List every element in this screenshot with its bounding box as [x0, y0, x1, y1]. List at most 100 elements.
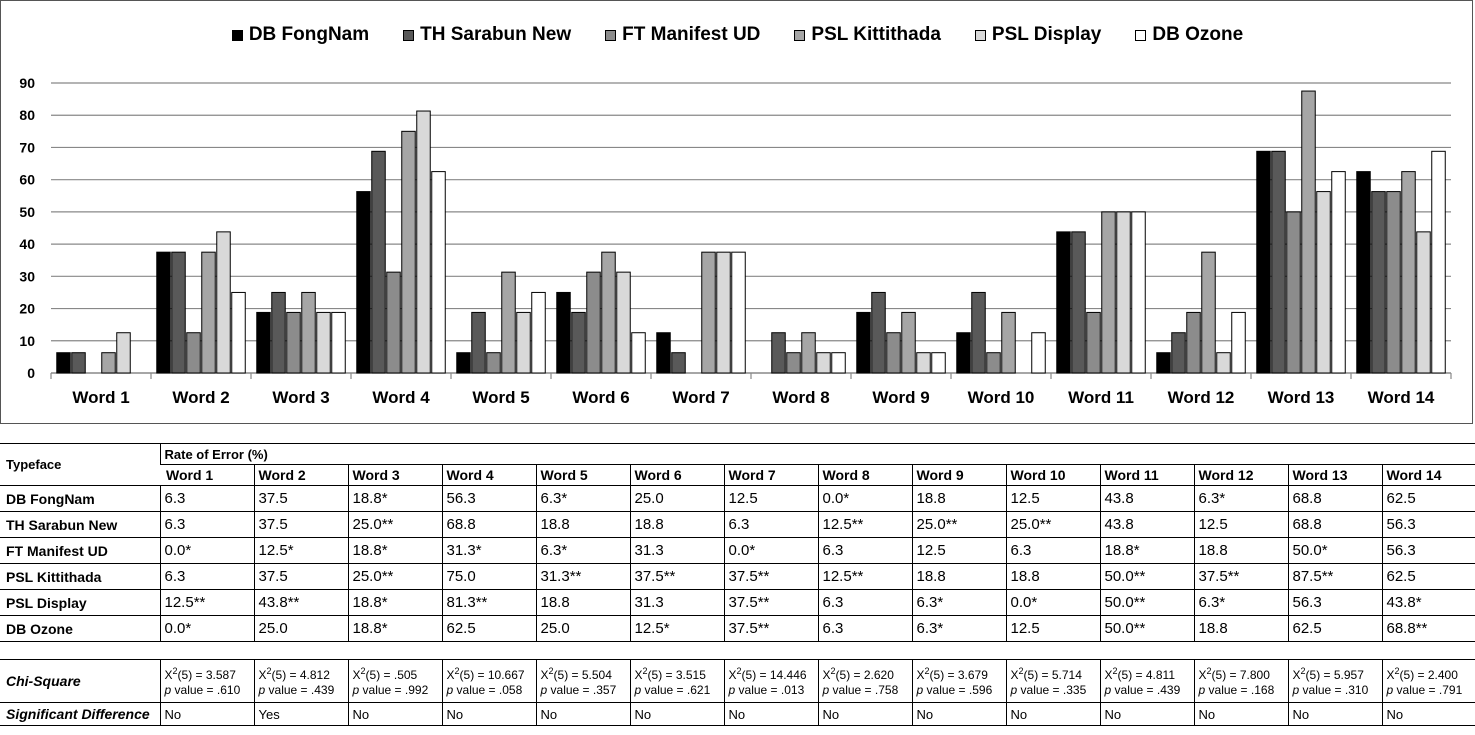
error-rate-cell: 18.8 — [629, 511, 724, 538]
x-tick-label: Word 4 — [372, 388, 430, 407]
chi-square-cell: X2(5) = 3.679 p value = .596 — [911, 659, 1006, 703]
bar — [1101, 211, 1116, 374]
chi-square-stat: X2(5) = 5.957 — [1293, 664, 1382, 683]
x-tick-label: Word 1 — [72, 388, 129, 407]
p-value-line: p value = .439 — [1105, 683, 1194, 698]
chi-square-cell: X2(5) = 10.667 p value = .058 — [441, 659, 536, 703]
degrees-of-freedom: (5) = — [929, 668, 958, 682]
bar — [731, 251, 746, 374]
error-rate-cell: 56.3 — [441, 485, 536, 512]
word-column-header: Word 12 — [1193, 464, 1288, 486]
bar — [231, 291, 246, 374]
error-rate-cell: 6.3 — [723, 511, 818, 538]
bar — [716, 251, 731, 374]
p-symbol: p — [352, 683, 360, 697]
legend-item: DB FongNam — [231, 24, 369, 46]
p-value-line: p value = .058 — [447, 683, 536, 698]
error-rate-cell: 50.0** — [1099, 563, 1194, 590]
x-tick-label: Word 7 — [672, 388, 729, 407]
error-rate-cell: 56.3 — [1287, 589, 1382, 616]
error-rate-cell: 12.5** — [817, 563, 912, 590]
chi-symbol: X — [728, 668, 737, 682]
p-value: .610 — [216, 683, 241, 697]
bar — [331, 311, 346, 374]
word-column-header: Word 10 — [1005, 464, 1100, 486]
significance-cell: No — [817, 702, 912, 726]
p-symbol: p — [446, 683, 454, 697]
bar — [616, 271, 631, 374]
bar — [201, 251, 216, 374]
p-value-line: p value = .357 — [541, 683, 630, 698]
p-value: .758 — [874, 683, 899, 697]
word-column-header: Word 14 — [1381, 464, 1475, 486]
word-column-header: Word 6 — [629, 464, 724, 486]
p-value-line: p value = .596 — [917, 683, 1006, 698]
error-rate-table: Typeface Rate of Error (%) Word 1 Word 2 Wor… — [0, 443, 1475, 726]
y-tick-label: 70 — [19, 139, 35, 155]
error-rate-cell: 6.3 — [817, 537, 912, 564]
p-value-label: value = — [265, 683, 311, 697]
p-symbol: p — [258, 683, 266, 697]
bar — [286, 311, 301, 374]
p-value-label: value = — [1393, 683, 1439, 697]
bar — [456, 352, 471, 374]
bar — [571, 311, 586, 374]
chi-square-cell: X2(5) = 5.957 p value = .310 — [1287, 659, 1382, 703]
y-tick-label: 40 — [19, 236, 35, 252]
error-rate-cell: 12.5** — [817, 511, 912, 538]
chi-square-stat: X2(5) = 3.515 — [635, 664, 724, 683]
chi-square-stat: X2(5) = 7.800 — [1199, 664, 1288, 683]
legend-item: PSL Display — [974, 24, 1101, 46]
x-tick-label: Word 12 — [1168, 388, 1235, 407]
legend-swatch — [403, 29, 415, 41]
bar — [586, 271, 601, 374]
legend-label: FT Manifest UD — [622, 24, 761, 45]
error-rate-cell: 6.3* — [1193, 589, 1288, 616]
error-rate-cell: 37.5 — [253, 563, 348, 590]
chi-square-cell: X2(5) = 7.800 p value = .168 — [1193, 659, 1288, 703]
p-value-label: value = — [1017, 683, 1063, 697]
error-rate-cell: 6.3 — [1005, 537, 1100, 564]
word-column-header: Word 4 — [441, 464, 536, 486]
degrees-of-freedom: (5) = — [1117, 668, 1146, 682]
x-tick-label: Word 5 — [472, 388, 529, 407]
typeface-header: Typeface — [0, 443, 160, 486]
x-tick-label: Word 14 — [1368, 388, 1435, 407]
error-rate-cell: 25.0** — [347, 563, 442, 590]
error-rate-cell: 18.8* — [1099, 537, 1194, 564]
degrees-of-freedom: (5) = — [1305, 668, 1334, 682]
chi-square-stat: X2(5) = 4.812 — [259, 664, 348, 683]
y-tick-label: 30 — [19, 268, 35, 284]
bar — [801, 332, 816, 374]
bar — [431, 171, 446, 374]
p-value: .791 — [1438, 683, 1463, 697]
table-row: DB FongNam 6.3 37.5 18.8* 56.3 6.3* 25.0 12.5 0.… — [0, 485, 1475, 512]
significance-cell: No — [911, 702, 1006, 726]
bar — [971, 291, 986, 374]
error-rate-cell: 12.5* — [253, 537, 348, 564]
error-rate-cell: 37.5** — [629, 563, 724, 590]
superscript-two: 2 — [1018, 666, 1024, 676]
superscript-two: 2 — [1206, 666, 1212, 676]
y-tick-label: 90 — [19, 75, 35, 91]
p-value-label: value = — [359, 683, 405, 697]
chi-square-cell: X2(5) = 4.811 p value = .439 — [1099, 659, 1194, 703]
chi-symbol: X — [446, 668, 455, 682]
bar — [1371, 191, 1386, 374]
bar — [486, 352, 501, 374]
p-symbol: p — [1198, 683, 1206, 697]
bar — [1256, 150, 1271, 374]
error-rate-cell: 18.8* — [347, 485, 442, 512]
error-rate-cell: 68.8 — [1287, 511, 1382, 538]
legend-swatch — [231, 29, 243, 41]
bar — [1156, 352, 1171, 374]
p-value-label: value = — [1111, 683, 1157, 697]
table-row: TH Sarabun New 6.3 37.5 25.0** 68.8 18.8 18.8 6… — [0, 511, 1475, 538]
x-tick-label: Word 6 — [572, 388, 629, 407]
chi-symbol: X — [1010, 668, 1019, 682]
bar — [1186, 311, 1201, 374]
superscript-two: 2 — [642, 666, 648, 676]
chi-square-cell: X2(5) = 3.515 p value = .621 — [629, 659, 724, 703]
legend-swatch — [794, 29, 806, 41]
x-tick-label: Word 13 — [1268, 388, 1335, 407]
